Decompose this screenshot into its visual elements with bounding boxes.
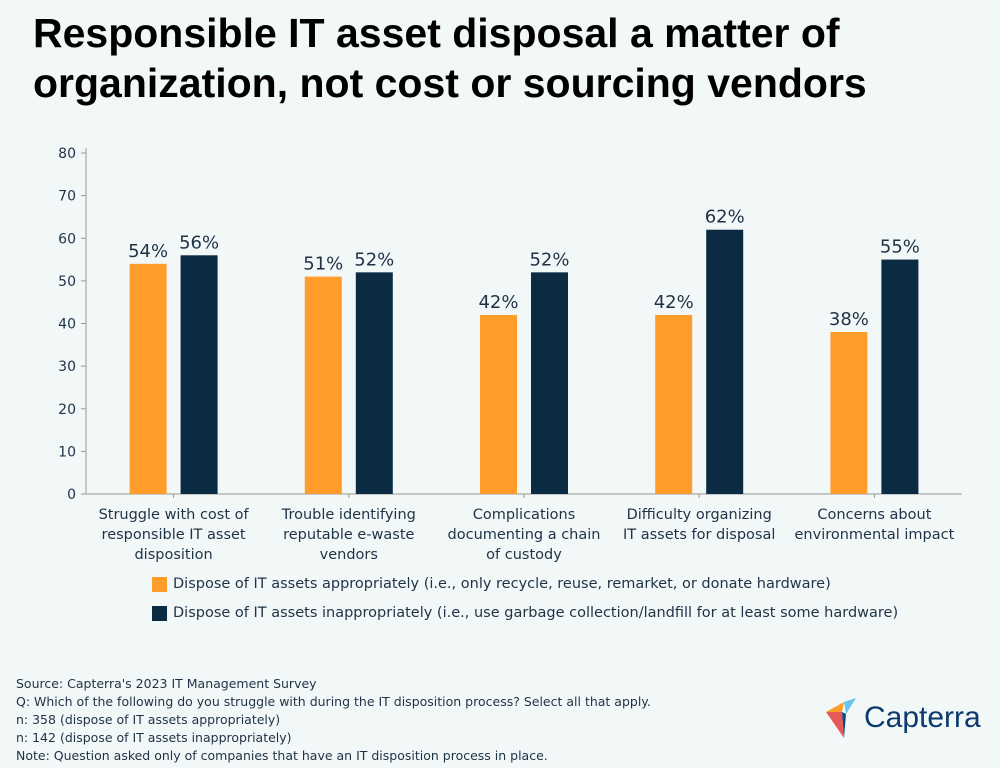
data-label: 52%: [354, 249, 394, 270]
x-tick-label: disposition: [134, 547, 212, 563]
x-tick-label: Struggle with cost of: [99, 507, 250, 523]
data-label: 52%: [529, 249, 569, 270]
note: Note: Question asked only of companies t…: [16, 748, 548, 763]
bar-appropriate: [480, 314, 517, 494]
x-tick-label: documenting a chain: [448, 527, 601, 543]
data-label: 42%: [654, 292, 694, 313]
capterra-logo: Capterra: [826, 698, 981, 738]
data-label: 55%: [880, 237, 920, 258]
data-label: 51%: [303, 254, 343, 275]
data-label: 56%: [179, 232, 219, 253]
capterra-logo-text: Capterra: [864, 701, 981, 734]
bar-appropriate: [129, 263, 167, 494]
x-tick-label: responsible IT asset: [102, 527, 246, 543]
legend-label: Dispose of IT assets appropriately (i.e.…: [173, 576, 831, 592]
x-tick-label: Concerns about: [817, 507, 931, 523]
legend-item-appropriate: Dispose of IT assets appropriately (i.e.…: [152, 576, 831, 592]
sample-note: n: 142 (dispose of IT assets inappropria…: [16, 730, 292, 745]
y-tick-label: 50: [58, 274, 76, 290]
source-note: Source: Capterra's 2023 IT Management Su…: [16, 676, 317, 691]
x-tick-label: environmental impact: [795, 527, 955, 543]
x-tick-label: Difficulty organizing: [627, 507, 772, 523]
x-tick-label: Trouble identifying: [281, 507, 416, 523]
bar-appropriate: [830, 332, 868, 494]
bar-inappropriate: [706, 229, 744, 494]
x-tick-label: Complications: [473, 507, 576, 523]
legend-label: Dispose of IT assets inappropriately (i.…: [173, 605, 899, 621]
bar-inappropriate: [355, 272, 393, 494]
data-label: 42%: [478, 292, 518, 313]
bar-inappropriate: [180, 255, 218, 494]
sample-note: n: 358 (dispose of IT assets appropriate…: [16, 712, 281, 727]
capterra-logo-icon: [826, 698, 856, 738]
data-label: 62%: [705, 207, 745, 228]
data-label: 38%: [829, 309, 869, 330]
legend-swatch-orange: [152, 576, 167, 592]
y-tick-label: 80: [58, 146, 76, 162]
data-label: 54%: [128, 241, 168, 262]
y-tick-label: 20: [58, 402, 76, 418]
x-tick-label: IT assets for disposal: [623, 527, 775, 543]
bar-inappropriate: [881, 259, 919, 494]
bar-appropriate: [304, 276, 342, 494]
legend-item-inappropriate: Dispose of IT assets inappropriately (i.…: [152, 605, 898, 621]
footer-notes: Source: Capterra's 2023 IT Management Su…: [16, 675, 651, 765]
y-tick-label: 30: [58, 359, 76, 375]
x-tick-label: of custody: [486, 547, 562, 563]
bar-chart: 0 10 20 30 40 50 60 70 80 Struggle with cost of re…: [58, 146, 962, 563]
legend-swatch-navy: [152, 605, 167, 621]
question-note: Q: Which of the following do you struggl…: [16, 694, 651, 709]
y-tick-label: 40: [58, 317, 76, 333]
y-tick-label: 10: [58, 444, 76, 460]
y-tick-label: 60: [58, 231, 76, 247]
chart-title: Responsible IT asset disposal a matter o…: [33, 10, 867, 106]
bar-appropriate: [655, 314, 693, 494]
x-tick-label: reputable e-waste: [283, 527, 414, 543]
y-tick-label: 0: [67, 487, 76, 503]
y-tick-label: 70: [58, 189, 76, 205]
bar-inappropriate: [531, 272, 568, 494]
x-tick-label: vendors: [320, 547, 378, 563]
